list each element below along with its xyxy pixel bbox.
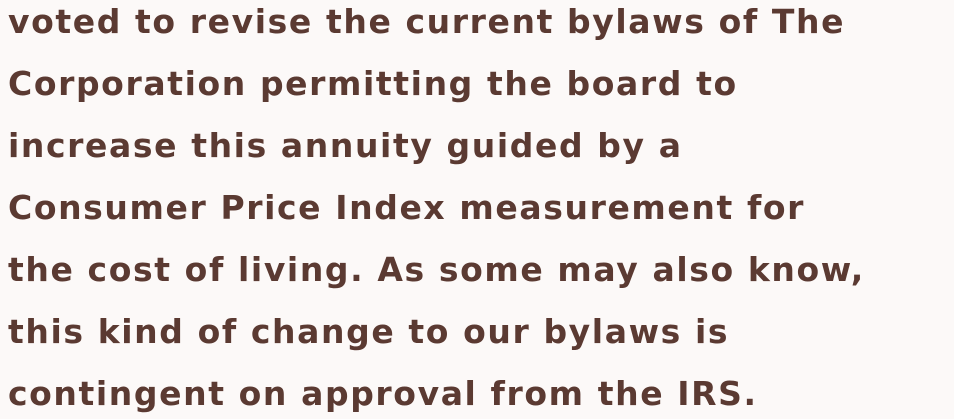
text-line: the cost of living. As some may also kno… [8,250,865,289]
text-line: this kind of change to our bylaws is [8,312,730,351]
text-line: contingent on approval from the IRS. [8,374,758,413]
text-line: increase this annuity guided by a [8,126,683,165]
text-line: voted to revise the current bylaws of Th… [8,2,846,41]
text-line: Corporation permitting the board to [8,64,738,103]
text-line: Consumer Price Index measurement for [8,188,806,227]
